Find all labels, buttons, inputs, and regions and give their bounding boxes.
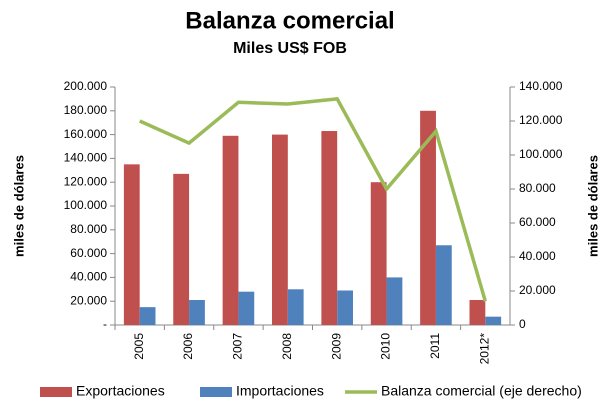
bar: [238, 291, 255, 325]
y-tick-label: 60.000: [70, 246, 107, 260]
x-tick-label: 2006: [181, 333, 195, 360]
y2-tick-label: 60.000: [519, 215, 556, 229]
bar: [272, 134, 288, 325]
x-tick-label: 2012*: [477, 333, 491, 365]
bar: [321, 131, 338, 325]
bar: [287, 289, 304, 325]
x-tick-label: 2008: [280, 333, 294, 360]
x-tick-label: 2005: [132, 333, 146, 360]
x-tick-label: 2009: [329, 333, 343, 360]
x-tick-label: 2010: [379, 333, 393, 360]
y-tick-label: 40.000: [70, 270, 107, 284]
chart-title: Balanza comercial: [185, 7, 394, 34]
x-tick-label: 2007: [231, 333, 245, 360]
legend-label: Importaciones: [236, 383, 324, 399]
y2-tick-label: 100.000: [519, 147, 563, 161]
bar: [337, 290, 353, 325]
bar: [420, 110, 436, 325]
y-tick-label: 180.000: [64, 103, 108, 117]
y-tick-label: 100.000: [64, 198, 108, 212]
y2-tick-label: 140.000: [519, 79, 563, 93]
bar: [222, 135, 239, 325]
y2-tick-label: 120.000: [519, 113, 563, 127]
y-tick-label: 20.000: [70, 293, 107, 307]
legend-label: Balanza comercial (eje derecho): [381, 383, 582, 399]
bar: [386, 277, 403, 325]
y2-tick-label: 0: [519, 317, 526, 331]
legend-swatch: [40, 387, 72, 397]
line: [138, 97, 487, 302]
y2-tick-label: 80.000: [519, 181, 556, 195]
bar: [173, 173, 190, 325]
bar: [469, 300, 486, 325]
bar: [485, 316, 502, 325]
y-tick-label: 140.000: [64, 151, 108, 165]
y-tick-label: 200.000: [64, 79, 108, 93]
y2-tick-label: 20.000: [519, 283, 556, 297]
y-tick-label: 160.000: [64, 127, 108, 141]
bar: [123, 164, 140, 325]
chart-subtitle: Miles US$ FOB: [233, 40, 347, 57]
legend-swatch: [200, 387, 232, 397]
x-tick-label: 2011: [428, 333, 442, 359]
y-tick-label: 120.000: [64, 174, 108, 188]
bar: [139, 307, 156, 325]
legend-label: Exportaciones: [76, 383, 165, 399]
y-tick-label: 80.000: [70, 222, 107, 236]
y2-axis-title: miles de dólares: [585, 155, 600, 257]
bar: [435, 245, 452, 325]
y2-tick-label: 40.000: [519, 249, 556, 263]
bar: [370, 182, 387, 325]
y-axis-title: miles de dólares: [11, 155, 26, 257]
bar: [189, 300, 205, 325]
y-tick-label: -: [103, 317, 107, 331]
